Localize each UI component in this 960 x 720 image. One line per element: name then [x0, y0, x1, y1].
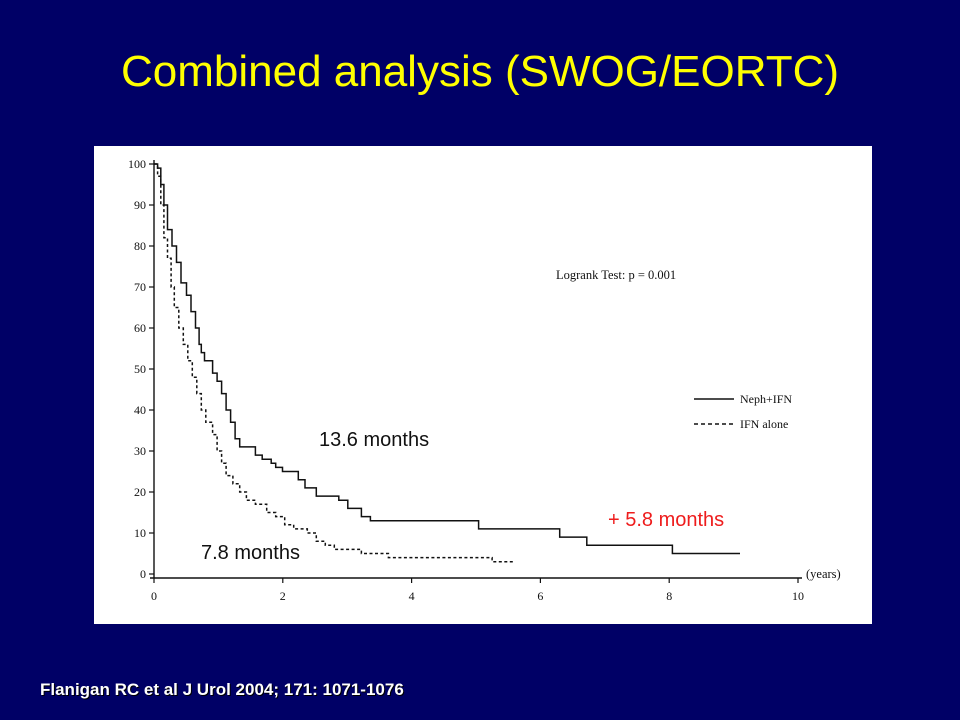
curve-ifn-alone — [154, 163, 515, 563]
annotation-neph-median: 13.6 months — [319, 429, 430, 451]
x-axis-label: (years) — [806, 567, 841, 581]
survival-chart: 0 10 20 30 40 50 60 70 80 90 100 0 2 4 6 8 10 Neph+IFN I… — [94, 146, 872, 624]
slide-title: Combined analysis (SWOG/EORTC) — [120, 47, 840, 96]
x-tick-label-10: 10 — [792, 589, 804, 603]
y-tick-label-0: 0 — [140, 567, 146, 581]
x-tick-label-2: 2 — [280, 589, 286, 603]
annotation-difference: + 5.8 months — [608, 509, 725, 531]
x-tick-label-0: 0 — [151, 589, 157, 603]
y-tick-label-40: 40 — [134, 403, 146, 417]
y-tick-label-50: 50 — [134, 362, 146, 376]
y-tick-label-90: 90 — [134, 198, 146, 212]
y-tick-label-30: 30 — [134, 444, 146, 458]
curve-neph-ifn — [154, 163, 740, 555]
legend-label-neph-ifn: Neph+IFN — [740, 392, 792, 406]
chart-ticks: 0 10 20 30 40 50 60 70 80 90 100 0 2 4 6 8 10 — [128, 157, 804, 603]
y-tick-label-10: 10 — [134, 526, 146, 540]
chart-curves — [154, 163, 740, 563]
x-tick-label-6: 6 — [537, 589, 543, 603]
logrank-test-label: Logrank Test: p = 0.001 — [556, 268, 676, 282]
y-tick-label-20: 20 — [134, 485, 146, 499]
survival-chart-svg: 0 10 20 30 40 50 60 70 80 90 100 0 2 4 6 8 10 Neph+IFN I… — [128, 157, 841, 603]
y-tick-label-70: 70 — [134, 280, 146, 294]
y-tick-label-60: 60 — [134, 321, 146, 335]
x-tick-label-4: 4 — [409, 589, 415, 603]
legend-label-ifn-alone: IFN alone — [740, 417, 788, 431]
citation: Flanigan RC et al J Urol 2004; 171: 1071… — [40, 680, 404, 699]
annotation-ifn-median: 7.8 months — [201, 542, 300, 564]
y-tick-label-100: 100 — [128, 157, 146, 171]
y-tick-label-80: 80 — [134, 239, 146, 253]
chart-legend: Neph+IFN IFN alone — [694, 392, 792, 431]
x-tick-label-8: 8 — [666, 589, 672, 603]
